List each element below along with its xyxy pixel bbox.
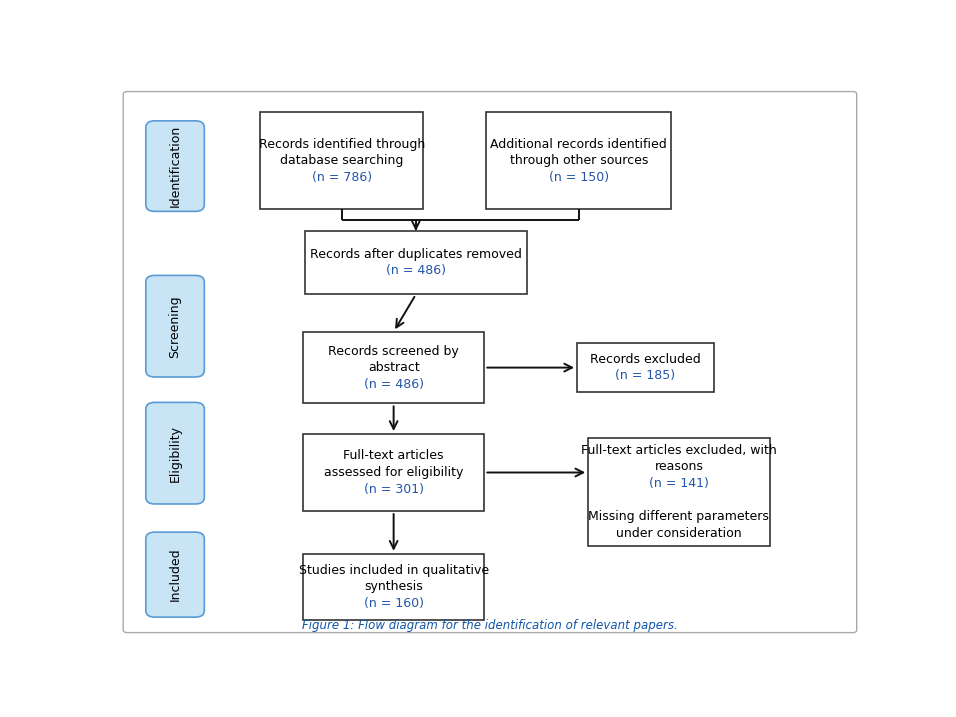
FancyBboxPatch shape — [588, 438, 770, 546]
Text: through other sources: through other sources — [510, 154, 648, 167]
Text: database searching: database searching — [280, 154, 403, 167]
Text: Additional records identified: Additional records identified — [490, 138, 667, 151]
Text: Missing different parameters: Missing different parameters — [589, 511, 770, 523]
Text: (n = 486): (n = 486) — [363, 378, 424, 391]
Text: (n = 301): (n = 301) — [363, 483, 424, 495]
FancyBboxPatch shape — [303, 332, 485, 404]
Text: Included: Included — [168, 548, 182, 602]
Text: Figure 1: Flow diagram for the identification of relevant papers.: Figure 1: Flow diagram for the identific… — [302, 619, 678, 632]
Text: (n = 160): (n = 160) — [363, 597, 424, 610]
Text: (n = 486): (n = 486) — [386, 265, 445, 277]
FancyBboxPatch shape — [146, 402, 205, 504]
Text: reasons: reasons — [655, 460, 704, 473]
Text: Records identified through: Records identified through — [259, 138, 424, 151]
FancyBboxPatch shape — [146, 532, 205, 617]
FancyBboxPatch shape — [123, 92, 857, 632]
FancyBboxPatch shape — [577, 343, 714, 392]
FancyBboxPatch shape — [260, 113, 424, 209]
FancyBboxPatch shape — [303, 434, 485, 511]
Text: synthesis: synthesis — [364, 580, 423, 593]
Text: (n = 185): (n = 185) — [616, 369, 676, 382]
Text: (n = 141): (n = 141) — [649, 477, 708, 490]
FancyBboxPatch shape — [146, 275, 205, 377]
FancyBboxPatch shape — [303, 554, 485, 620]
FancyBboxPatch shape — [487, 113, 671, 209]
Text: Full-text articles: Full-text articles — [343, 450, 444, 462]
Text: Records excluded: Records excluded — [590, 353, 701, 366]
Text: under consideration: under consideration — [616, 527, 742, 540]
Text: assessed for eligibility: assessed for eligibility — [324, 466, 464, 479]
Text: Studies included in qualitative: Studies included in qualitative — [298, 564, 489, 576]
Text: Full-text articles excluded, with: Full-text articles excluded, with — [581, 444, 777, 457]
Text: Eligibility: Eligibility — [168, 424, 182, 482]
FancyBboxPatch shape — [305, 231, 527, 295]
FancyBboxPatch shape — [146, 121, 205, 212]
Text: Screening: Screening — [168, 295, 182, 358]
Text: abstract: abstract — [368, 361, 420, 374]
Text: (n = 150): (n = 150) — [549, 171, 609, 184]
Text: Identification: Identification — [168, 125, 182, 207]
Text: (n = 786): (n = 786) — [312, 171, 372, 184]
Text: Records screened by: Records screened by — [328, 345, 459, 358]
Text: Records after duplicates removed: Records after duplicates removed — [310, 248, 522, 261]
